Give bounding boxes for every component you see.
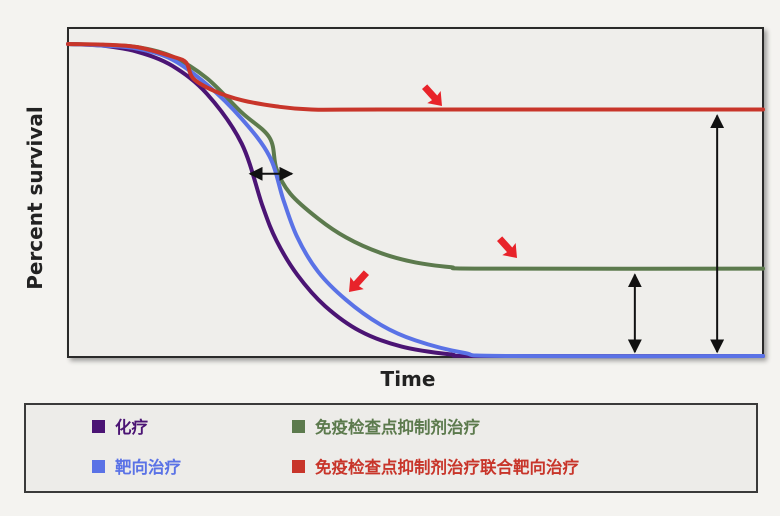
plot-area (67, 27, 764, 358)
series-line-chemotherapy (66, 42, 765, 359)
survival-chart: Percent survival Time (23, 27, 765, 391)
legend-label: 靶向治疗 (115, 458, 181, 477)
legend-label: 免疫检查点抑制剂治疗 (315, 418, 480, 437)
legend-swatch (92, 419, 105, 433)
red-arrow-targeted (349, 270, 369, 292)
red-arrow-combination (422, 84, 442, 106)
legend-item-immunotherapy: 免疫检查点抑制剂治疗 (292, 412, 480, 440)
legend-swatch (292, 459, 305, 473)
y-axis-label: Percent survival (23, 106, 47, 290)
legend: 化疗 免疫检查点抑制剂治疗 靶向治疗 免疫检查点抑制剂治疗联合靶向治疗 (24, 403, 758, 493)
legend-label: 化疗 (115, 418, 148, 437)
legend-item-combination-therapy: 免疫检查点抑制剂治疗联合靶向治疗 (292, 452, 579, 480)
legend-swatch (292, 419, 305, 433)
chart-annotations (248, 84, 725, 354)
x-axis-label: Time (381, 367, 436, 391)
legend-item-chemotherapy: 化疗 (92, 412, 148, 440)
legend-label: 免疫检查点抑制剂治疗联合靶向治疗 (315, 458, 579, 477)
red-arrow-immunotherapy (497, 236, 517, 258)
series-line-combination-therapy (66, 42, 765, 112)
legend-item-targeted-therapy: 靶向治疗 (92, 452, 181, 480)
survival-curves (66, 42, 765, 359)
legend-swatch (92, 459, 105, 473)
